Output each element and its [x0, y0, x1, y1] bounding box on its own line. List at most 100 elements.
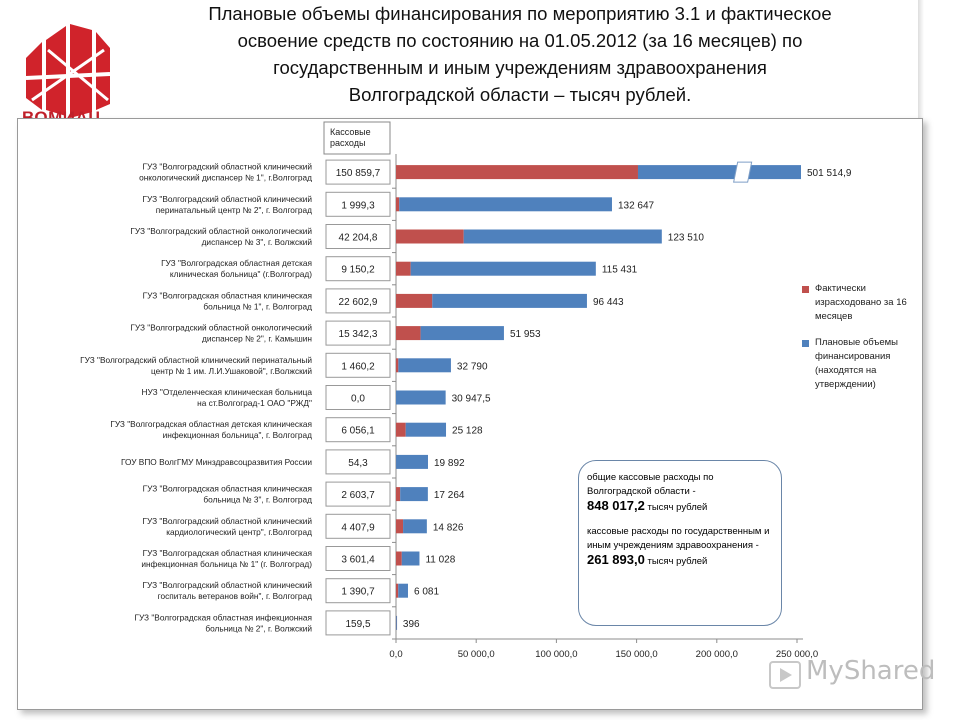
actual-value-box [325, 352, 391, 378]
category-label: ГУЗ "Волгоградский областной онкологичес… [130, 226, 312, 236]
actual-value-label: 9 150,2 [341, 265, 375, 276]
bar-planned [405, 422, 447, 437]
category-label: ГОУ ВПО ВолгГМУ Минздравсоцразвития Росс… [121, 457, 312, 467]
actual-value-label: 0,0 [351, 394, 365, 405]
actual-value-label: 150 859,7 [336, 168, 381, 179]
category-label: центр № 1 им. Л.И.Ушаковой", г.Волжский [151, 366, 312, 376]
category-label: больница № 2", г. Волжский [205, 623, 312, 633]
planned-value-label: 501 514,9 [807, 168, 852, 179]
bar-planned [399, 197, 612, 212]
callout-value2: 261 893,0 [587, 552, 645, 567]
category-label: госпиталь ветеранов войн", г. Волгоград [158, 591, 312, 601]
planned-value-label: 25 128 [452, 426, 483, 437]
vomiac-logo-icon [25, 24, 111, 118]
callout-line2: кассовые расходы по государственным и ин… [587, 526, 770, 551]
column-header-text: расходы [330, 138, 365, 148]
actual-value-box [325, 385, 391, 410]
planned-value-label: 11 028 [425, 555, 455, 566]
watermark-icon [769, 661, 801, 689]
bar-actual [396, 293, 433, 308]
category-label: ГУЗ "Волгоградская областная детская кли… [110, 419, 312, 429]
category-label: ГУЗ "Волгоградский областной клинический… [80, 355, 312, 365]
planned-value-label: 396 [403, 619, 420, 630]
bar-planned [398, 358, 451, 373]
category-label: диспансер № 2", г. Камышин [202, 334, 312, 344]
category-label: на ст.Волгоград-1 ОАО "РЖД" [197, 398, 312, 408]
category-label: инфекционная больница", г. Волгоград [163, 430, 312, 440]
bar-actual [396, 197, 400, 212]
bar-planned [420, 326, 504, 341]
column-header-box [323, 121, 391, 155]
callout-line1: общие кассовые расходы по Волгоградской … [587, 472, 714, 497]
bar-planned [401, 551, 420, 566]
actual-value-box [325, 546, 391, 571]
actual-value-label: 6 056,1 [341, 426, 375, 437]
actual-value-box [325, 578, 391, 604]
x-tick-label: 0,0 [389, 649, 402, 660]
actual-value-label: 54,3 [348, 458, 368, 469]
x-tick-label: 150 000,0 [615, 649, 657, 660]
title-line: Плановые объемы финансирования по меропр… [208, 3, 832, 24]
category-label: ГУЗ "Волгоградская областная инфекционна… [134, 612, 312, 622]
bar-planned [432, 293, 587, 308]
column-header-text: Кассовые [330, 127, 371, 137]
actual-value-box [325, 288, 391, 314]
category-label: перинатальный центр № 2", г. Волгоград [156, 205, 312, 215]
legend-label-actual: Фактически израсходовано за 16 месяцев [815, 283, 907, 322]
bar-planned [396, 454, 428, 469]
x-tick-label: 100 000,0 [535, 649, 577, 660]
planned-value-label: 96 443 [593, 297, 624, 308]
legend-swatch-actual [802, 286, 809, 293]
bar-actual [396, 487, 401, 502]
actual-value-box [325, 449, 391, 475]
totals-callout: общие кассовые расходы по Волгоградской … [578, 460, 782, 626]
actual-value-box [325, 610, 391, 636]
title-line: Волгоградской области – тысяч рублей. [348, 84, 692, 105]
x-tick-label: 250 000,0 [776, 649, 818, 660]
bar-planned [637, 165, 801, 180]
title-line: освоение средств по состоянию на 01.05.2… [237, 30, 803, 51]
planned-value-label: 6 081 [414, 587, 439, 598]
actual-value-label: 159,5 [345, 619, 370, 630]
category-label: больница № 3", г. Волгоград [203, 495, 312, 505]
category-label: ГУЗ "Волгоградская областная клиническая [143, 484, 312, 494]
category-label: инфекционная больница № 1" (г. Волгоград… [141, 559, 312, 569]
bar-actual [396, 165, 638, 180]
actual-value-box [325, 513, 391, 539]
axis-break-marker [733, 161, 753, 183]
bar-planned [396, 615, 398, 630]
planned-value-label: 30 947,5 [452, 394, 491, 405]
category-label: диспансер № 3", г. Волжский [202, 237, 313, 247]
actual-value-label: 2 603,7 [341, 490, 375, 501]
planned-value-label: 115 431 [602, 265, 638, 276]
category-label: ГУЗ "Волгоградский областной онкологичес… [130, 323, 312, 333]
actual-value-box [325, 159, 391, 185]
legend-item-actual: Фактически израсходовано за 16 месяцев [802, 282, 920, 324]
bar-actual [396, 229, 464, 244]
category-label: ГУЗ "Волгоградский областной клинический [143, 194, 313, 204]
legend-item-planned: Плановые объемы финансирования (находятс… [802, 336, 920, 392]
planned-value-label: 14 826 [433, 522, 464, 533]
callout-value1: 848 017,2 [587, 498, 645, 513]
actual-value-box [325, 417, 391, 443]
title-line: государственным и иным учреждениям здрав… [273, 57, 767, 78]
actual-value-label: 1 460,2 [341, 361, 375, 372]
category-label: ГУЗ "Волгоградский областной клинический [143, 516, 313, 526]
actual-value-box [325, 224, 391, 249]
actual-value-box [325, 256, 391, 282]
chart-legend: Фактически израсходовано за 16 месяцев П… [802, 282, 920, 404]
category-label: НУЗ "Отделенческая клиническая больница [141, 387, 312, 397]
actual-value-label: 3 601,4 [341, 555, 375, 566]
category-label: онкологический диспансер № 1", г.Волгогр… [139, 173, 312, 183]
category-label: ГУЗ "Волгоградский областной клинический [143, 580, 313, 590]
category-label: ГУЗ "Волгоградская областная клиническая [143, 548, 312, 558]
title-shadow [918, 0, 924, 120]
actual-value-label: 4 407,9 [341, 522, 375, 533]
actual-value-box [325, 191, 391, 217]
planned-value-label: 132 647 [618, 200, 655, 211]
bar-actual [396, 422, 406, 437]
actual-value-label: 42 204,8 [339, 233, 378, 244]
bar-planned [410, 261, 596, 276]
bar-planned [398, 583, 408, 598]
